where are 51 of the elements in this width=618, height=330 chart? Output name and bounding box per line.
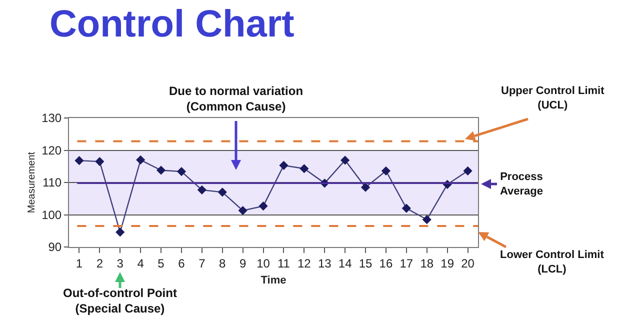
ref-line-label: Process Average [500, 171, 544, 198]
x-tick-label: 11 [277, 256, 290, 270]
x-tick-label: 2 [96, 256, 104, 270]
point [197, 185, 206, 194]
point [340, 156, 350, 165]
point [300, 164, 309, 174]
y-tick-label: 110 [42, 176, 62, 190]
x-tick-label: 7 [198, 256, 206, 270]
x-tick-label: 20 [461, 256, 475, 270]
point [116, 228, 125, 237]
x-tick-label: 12 [298, 256, 312, 270]
point [238, 206, 248, 216]
x-tick-label: 9 [239, 256, 246, 270]
y-tick-label: 130 [42, 111, 62, 126]
x-tick-label: 8 [219, 256, 226, 270]
x-tick-label: 4 [137, 256, 144, 270]
point [176, 166, 186, 176]
x-tick-label: 1 [76, 256, 83, 270]
y-tick-label: 120 [42, 143, 62, 158]
point [360, 182, 370, 192]
text: Due to normal variation (Common Cause) [169, 84, 304, 114]
chart-title: Control Chart [49, 4, 295, 46]
point [74, 156, 84, 166]
ref-line-label: Upper Control Limit (UCL) [501, 85, 605, 112]
x-tick-label: 6 [178, 256, 186, 270]
x-tick-label: 17 [400, 256, 414, 270]
x-tick-label: 18 [420, 256, 434, 270]
y-axis-title: Measurement [26, 152, 38, 214]
x-axis-title: Time [260, 274, 286, 287]
x-tick-label: 5 [158, 256, 165, 270]
point [95, 156, 104, 166]
point [258, 201, 268, 211]
point [218, 188, 227, 197]
point [422, 215, 432, 224]
point [279, 160, 288, 170]
x-tick-label: 19 [440, 256, 454, 270]
point [156, 166, 166, 175]
x-tick-label: 3 [116, 256, 124, 270]
x-tick-label: 10 [256, 256, 270, 270]
x-tick-label: 13 [318, 256, 332, 270]
point [463, 166, 472, 176]
x-tick-label: 15 [358, 256, 373, 270]
text: Out-of-control Point (Special Cause) [63, 286, 177, 316]
point [402, 204, 411, 213]
ref-line-label: Lower Control Limit (LCL) [500, 249, 604, 276]
x-tick-label: 16 [379, 256, 393, 270]
x-tick-label: 14 [338, 256, 352, 270]
y-tick-label: 90 [48, 240, 62, 254]
point [136, 155, 146, 164]
point [381, 166, 391, 176]
y-tick-label: 100 [42, 208, 62, 222]
